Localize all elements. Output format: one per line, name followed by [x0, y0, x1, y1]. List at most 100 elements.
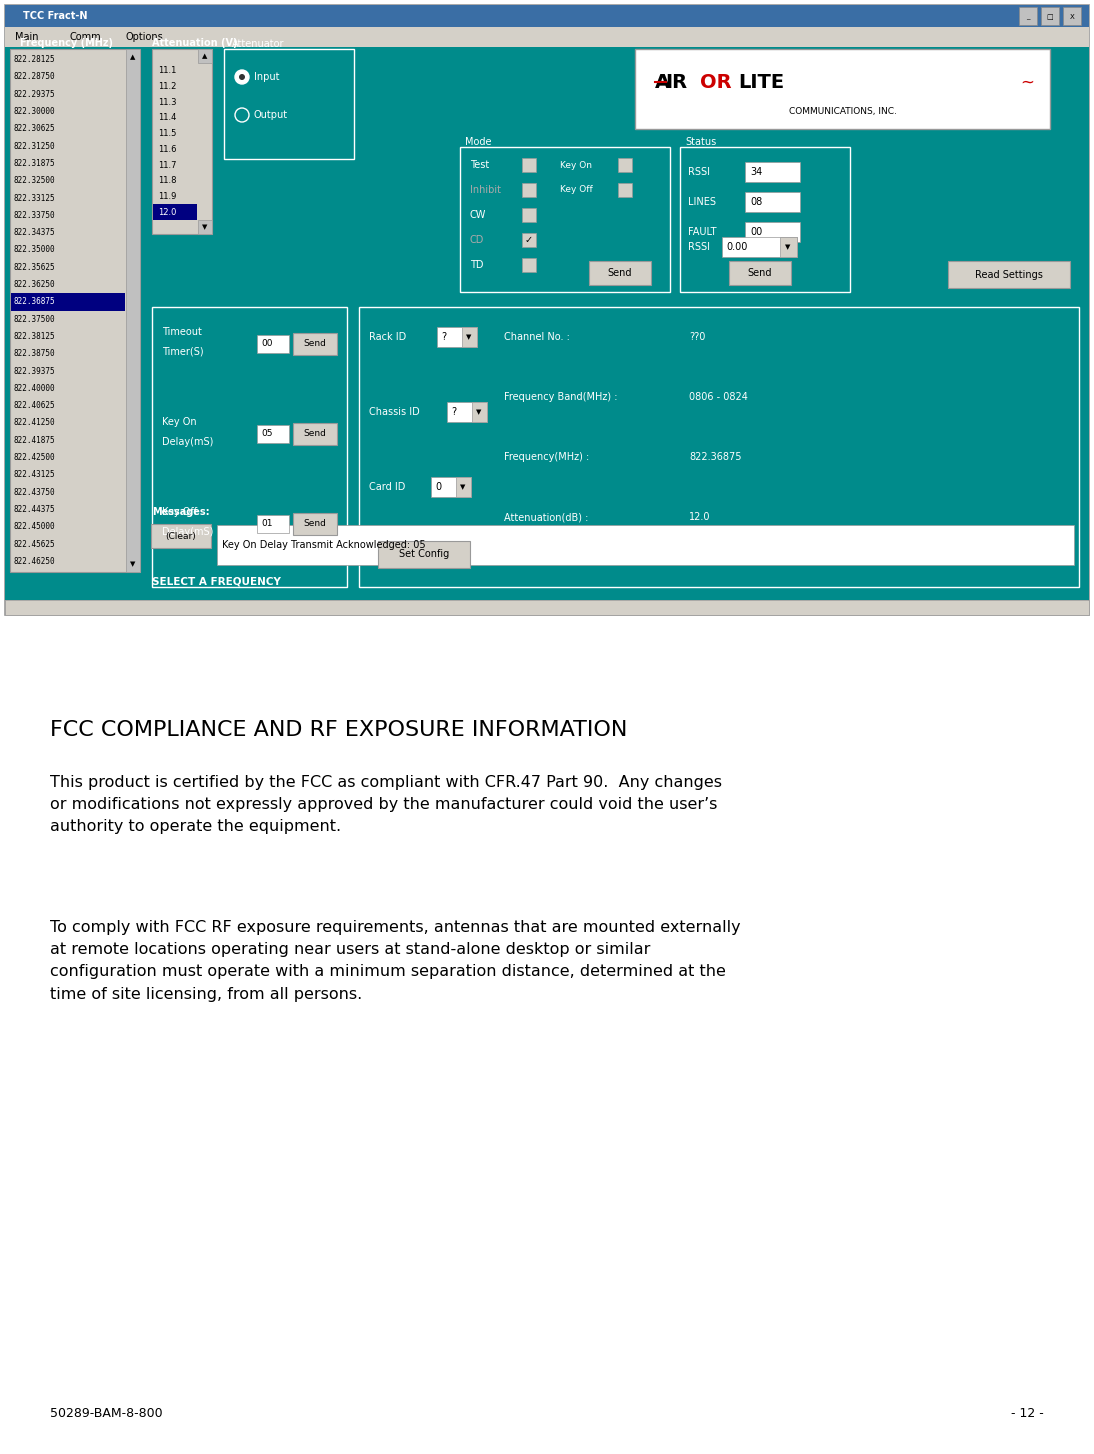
Text: 11.8: 11.8 — [158, 176, 176, 185]
Text: 822.34375: 822.34375 — [14, 228, 56, 237]
Text: ▲: ▲ — [130, 54, 136, 60]
Text: CD: CD — [470, 236, 485, 246]
Text: Delay(mS): Delay(mS) — [162, 526, 213, 537]
Text: This product is certified by the FCC as compliant with CFR.47 Part 90.  Any chan: This product is certified by the FCC as … — [50, 775, 722, 835]
FancyBboxPatch shape — [293, 423, 337, 445]
Bar — [5, 47, 1089, 601]
Text: 00: 00 — [261, 339, 272, 349]
Bar — [1041, 7, 1059, 25]
Bar — [618, 183, 632, 196]
Bar — [126, 49, 140, 571]
Text: Key On: Key On — [560, 160, 592, 170]
Text: IR: IR — [665, 73, 687, 92]
Bar — [618, 158, 632, 172]
Text: 822.33125: 822.33125 — [14, 193, 56, 202]
Bar — [257, 334, 289, 353]
Text: Inhibit: Inhibit — [470, 185, 501, 195]
Bar — [635, 49, 1050, 129]
Bar — [224, 49, 354, 158]
Text: 822.39375: 822.39375 — [14, 366, 56, 375]
Bar — [456, 477, 472, 497]
Text: 11.4: 11.4 — [158, 113, 176, 122]
Text: Send: Send — [303, 339, 326, 349]
Text: 822.35000: 822.35000 — [14, 246, 56, 254]
FancyBboxPatch shape — [151, 523, 211, 548]
Text: - 12 -: - 12 - — [1011, 1407, 1044, 1421]
Text: 11.7: 11.7 — [158, 160, 176, 170]
Bar — [198, 49, 212, 63]
Text: 822.38750: 822.38750 — [14, 349, 56, 358]
Bar — [1019, 7, 1037, 25]
Text: RSSI: RSSI — [688, 167, 710, 177]
Bar — [522, 233, 536, 247]
Text: Set Config: Set Config — [399, 550, 450, 558]
Text: Timeout: Timeout — [162, 327, 202, 337]
Bar — [522, 158, 536, 172]
Bar — [257, 515, 289, 534]
Bar — [447, 401, 487, 422]
Text: Key On Delay Transmit Acknowledged: 05: Key On Delay Transmit Acknowledged: 05 — [222, 539, 426, 550]
Text: Send: Send — [608, 268, 632, 278]
Text: Read Settings: Read Settings — [975, 270, 1043, 281]
Text: ~: ~ — [1020, 74, 1034, 92]
Bar — [745, 161, 800, 182]
Text: 822.33750: 822.33750 — [14, 211, 56, 220]
Bar — [745, 192, 800, 212]
Text: 822.35625: 822.35625 — [14, 263, 56, 272]
Bar — [153, 205, 197, 220]
Bar — [522, 183, 536, 196]
Bar — [1063, 7, 1081, 25]
Bar — [522, 257, 536, 272]
Text: Main: Main — [15, 32, 38, 42]
Text: 08: 08 — [750, 196, 763, 206]
Text: 50289-BAM-8-800: 50289-BAM-8-800 — [50, 1407, 163, 1421]
Text: Input: Input — [254, 73, 279, 81]
FancyBboxPatch shape — [293, 513, 337, 535]
Text: LITE: LITE — [738, 73, 784, 92]
Bar — [437, 327, 477, 348]
Bar — [152, 49, 212, 234]
Text: 01: 01 — [261, 519, 272, 528]
Text: Attenuation (V): Attenuation (V) — [152, 38, 237, 48]
Text: Mode: Mode — [465, 137, 491, 147]
Text: _: _ — [1026, 15, 1029, 20]
Text: 822.36875: 822.36875 — [689, 452, 742, 462]
Bar — [152, 307, 347, 587]
Text: ?: ? — [451, 407, 456, 417]
Text: 822.30625: 822.30625 — [14, 125, 56, 134]
Text: 822.32500: 822.32500 — [14, 176, 56, 185]
Bar — [522, 208, 536, 222]
Text: 822.40000: 822.40000 — [14, 384, 56, 393]
Text: (Clear): (Clear) — [165, 532, 197, 541]
Text: ▲: ▲ — [202, 52, 208, 60]
Bar — [459, 147, 670, 292]
FancyBboxPatch shape — [589, 262, 651, 285]
Bar — [745, 222, 800, 241]
Text: Card ID: Card ID — [369, 481, 406, 491]
Text: Comm: Comm — [70, 32, 102, 42]
Text: 822.28125: 822.28125 — [14, 55, 56, 64]
Text: Channel No. :: Channel No. : — [504, 332, 570, 342]
Bar — [10, 49, 140, 571]
Text: ??0: ??0 — [689, 332, 706, 342]
Text: 0: 0 — [435, 481, 441, 491]
Text: 822.36250: 822.36250 — [14, 281, 56, 289]
Text: Messages:: Messages: — [152, 507, 210, 518]
Bar — [462, 327, 477, 348]
Text: X: X — [1070, 15, 1074, 20]
Text: RSSI: RSSI — [688, 241, 710, 252]
Text: 822.30000: 822.30000 — [14, 108, 56, 116]
Text: 822.41875: 822.41875 — [14, 436, 56, 445]
Text: □: □ — [1047, 15, 1054, 20]
Bar — [11, 294, 125, 311]
Text: 822.31250: 822.31250 — [14, 141, 56, 151]
Bar — [257, 425, 289, 443]
Bar — [780, 237, 798, 257]
Bar — [198, 220, 212, 234]
Text: 822.42500: 822.42500 — [14, 454, 56, 462]
Bar — [5, 4, 1089, 28]
Bar — [5, 601, 1089, 615]
Text: ✓: ✓ — [525, 236, 533, 246]
Text: Output: Output — [254, 111, 288, 121]
FancyBboxPatch shape — [948, 262, 1070, 288]
